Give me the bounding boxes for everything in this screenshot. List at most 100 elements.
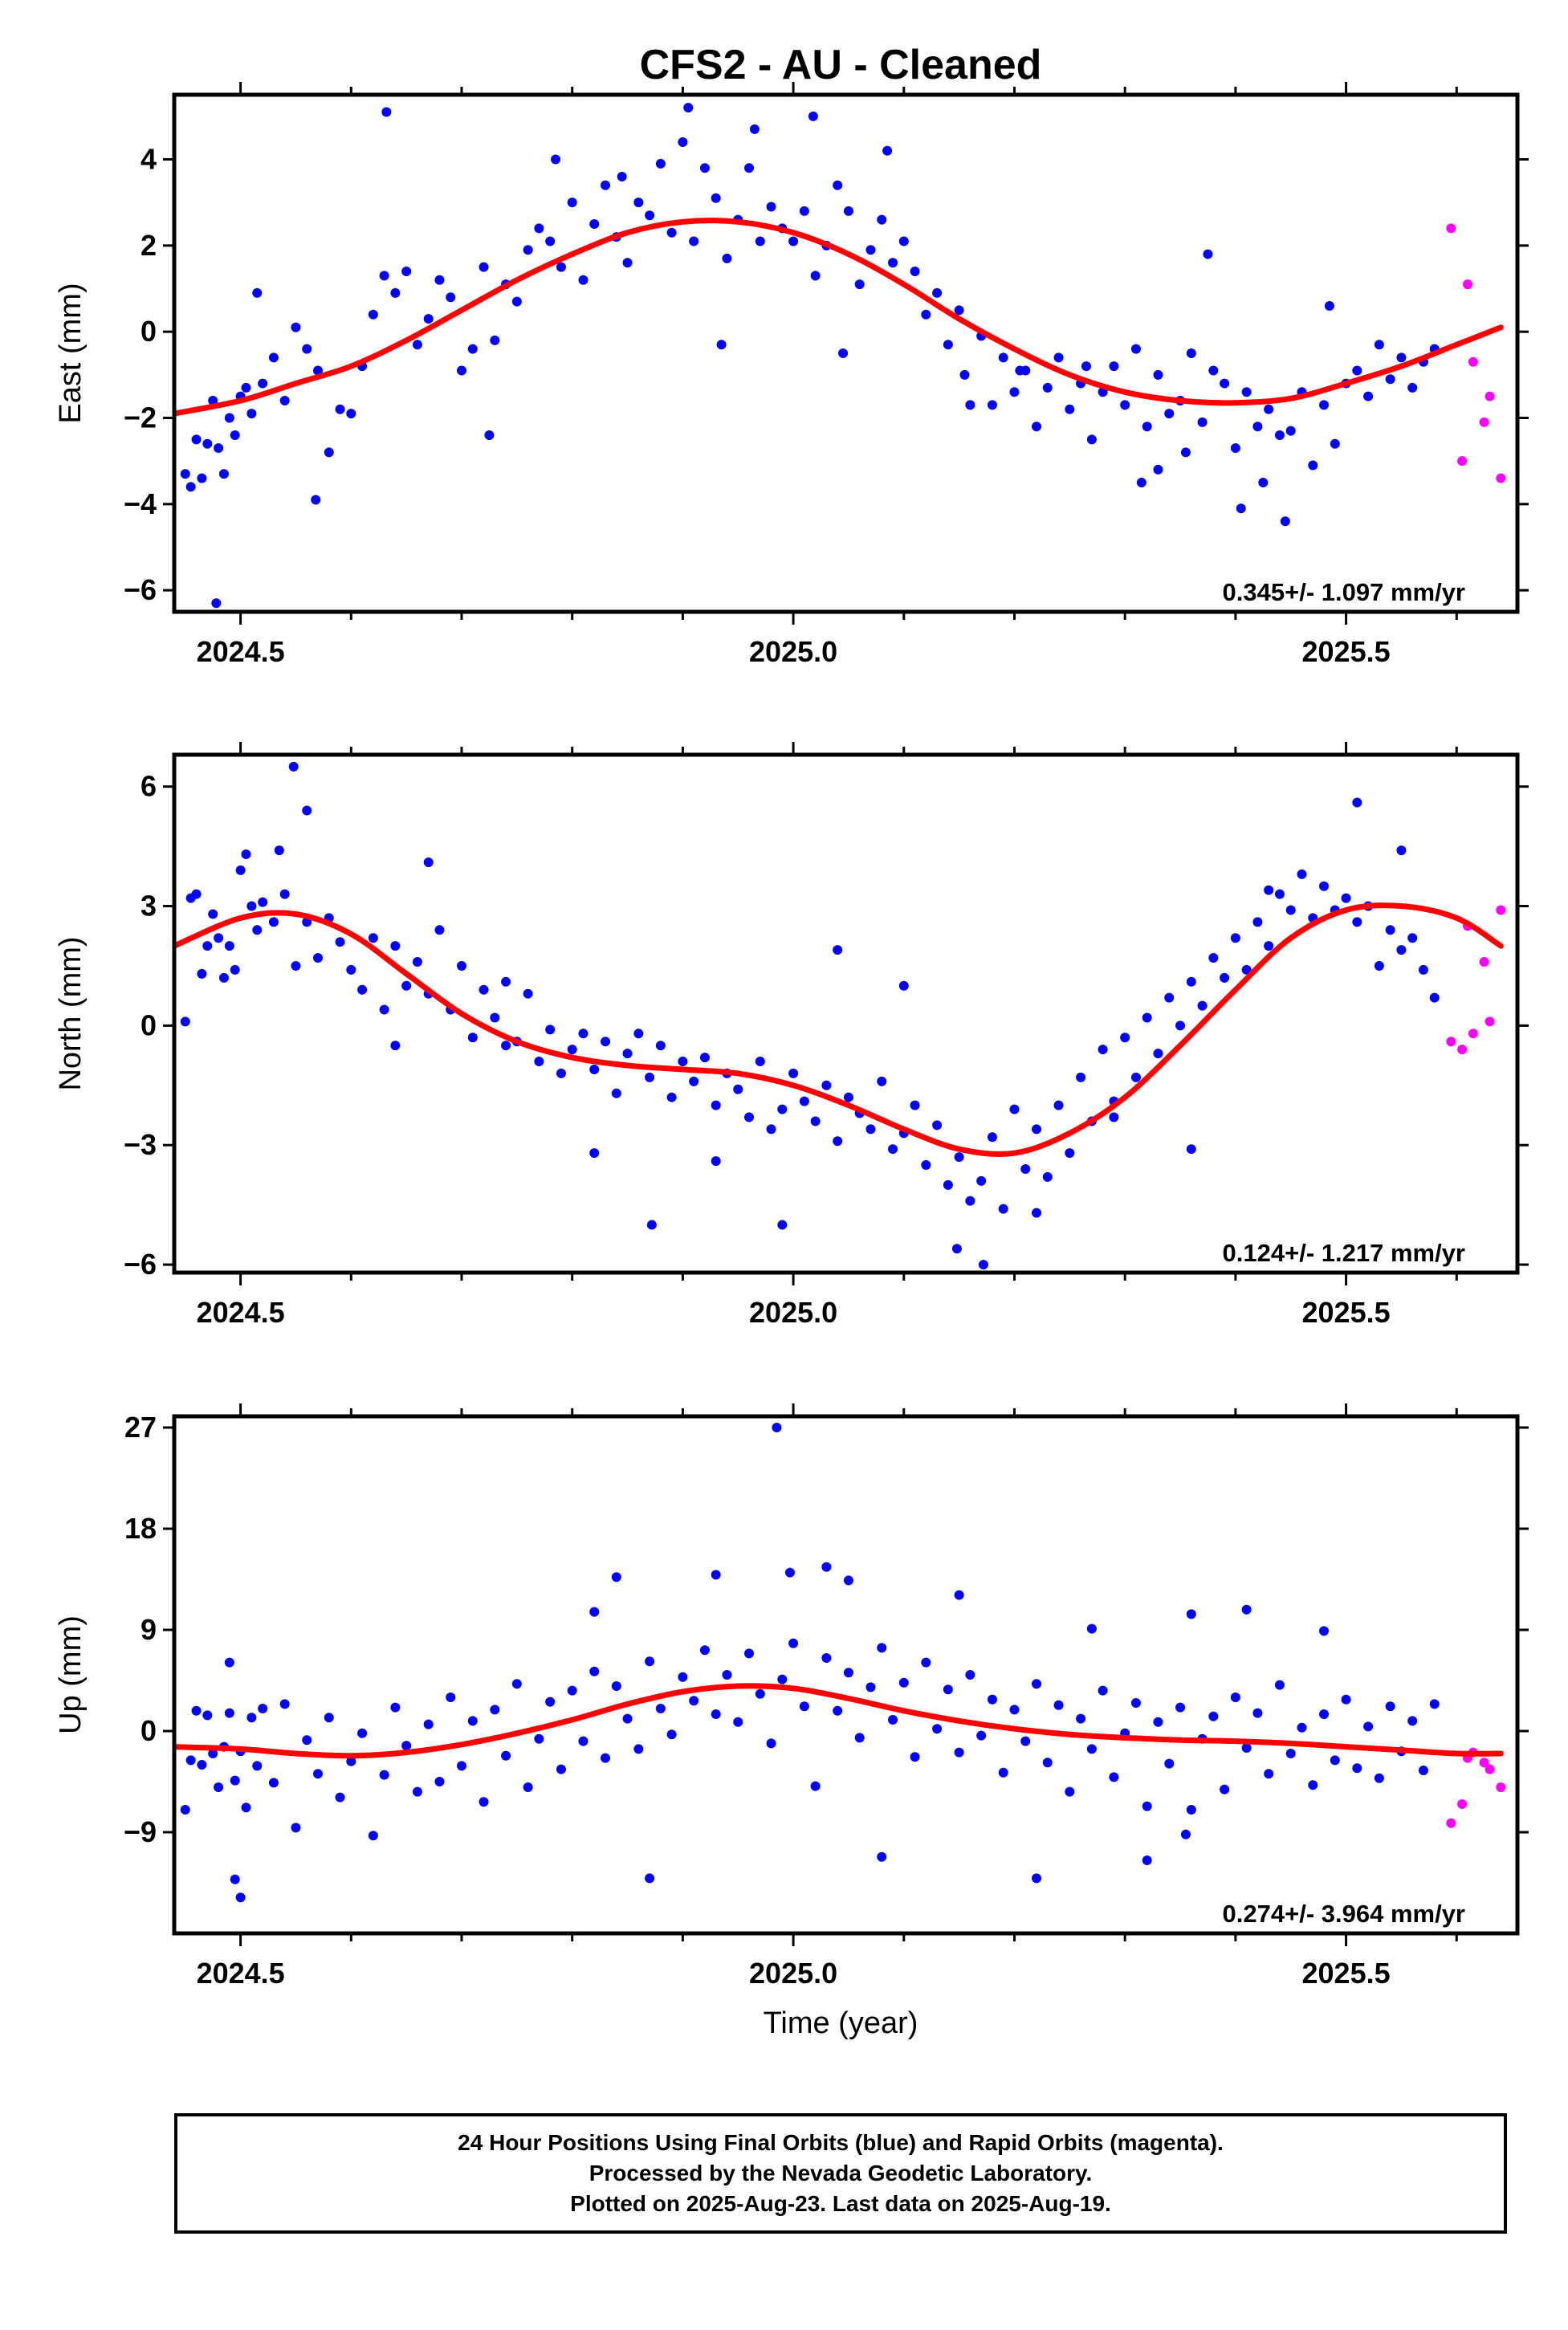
final-orbit-point: [865, 1124, 876, 1134]
final-orbit-point: [1142, 422, 1152, 432]
rapid-orbit-point: [1446, 1037, 1456, 1047]
final-orbit-point: [699, 1053, 710, 1063]
final-orbit-point: [302, 805, 312, 816]
final-orbit-point: [965, 1670, 975, 1680]
final-orbit-point: [311, 495, 321, 505]
x-tick-label: 2024.5: [197, 1296, 285, 1329]
final-orbit-point: [1264, 885, 1274, 895]
plot-frame: [172, 752, 1520, 1275]
final-orbit-point: [1208, 365, 1219, 376]
final-orbit-point: [683, 103, 694, 113]
final-orbit-point: [711, 193, 721, 203]
final-orbit-point: [1396, 352, 1407, 363]
y-tick-label: 6: [141, 770, 157, 803]
y-axis-label: East (mm): [54, 283, 88, 423]
y-tick-label: 3: [141, 890, 157, 923]
final-orbit-point: [1020, 1164, 1031, 1174]
final-orbit-point: [346, 1756, 356, 1766]
final-orbit-point: [268, 352, 279, 363]
final-orbit-point: [777, 1104, 788, 1114]
final-orbit-point: [434, 925, 445, 935]
final-orbit-point: [1308, 1780, 1318, 1790]
final-orbit-point: [689, 236, 699, 246]
final-orbit-point: [235, 865, 246, 875]
final-orbit-point: [191, 434, 202, 445]
final-orbit-point: [258, 1704, 268, 1713]
final-orbit-point: [1065, 1786, 1075, 1797]
final-orbit-point: [1274, 889, 1285, 899]
final-orbit-point: [808, 111, 818, 121]
final-orbit-point: [1258, 478, 1269, 487]
final-orbit-point: [446, 1693, 456, 1702]
final-orbit-point: [1042, 382, 1053, 393]
final-orbit-point: [1241, 1604, 1252, 1615]
panel-1: 2024.5 2025.0 2025.5 4 2 0 −2 −4 −6 East (mm) 0.34…: [54, 82, 1529, 668]
final-orbit-point: [1032, 1124, 1042, 1134]
final-orbit-point: [1407, 382, 1418, 393]
final-orbit-point: [218, 972, 229, 983]
plot-area: [174, 103, 1506, 609]
final-orbit-point: [1429, 1699, 1440, 1709]
y-tick-label: 9: [141, 1613, 157, 1646]
final-orbit-point: [838, 348, 849, 358]
final-orbit-point: [622, 1049, 633, 1059]
final-orbit-point: [1241, 964, 1252, 975]
final-orbit-point: [346, 964, 356, 975]
final-orbit-point: [645, 1873, 655, 1884]
final-orbit-point: [381, 107, 392, 117]
final-orbit-point: [755, 1688, 765, 1699]
final-orbit-point: [214, 933, 224, 943]
final-orbit-point: [1153, 464, 1163, 475]
y-tick-label: −6: [124, 1248, 157, 1281]
final-orbit-point: [678, 137, 688, 148]
final-orbit-point: [1264, 404, 1274, 414]
final-orbit-point: [932, 287, 943, 298]
final-orbit-point: [423, 314, 434, 324]
y-tick-label: 18: [124, 1512, 157, 1545]
final-orbit-point: [1341, 893, 1351, 903]
final-orbit-point: [744, 1648, 755, 1659]
final-orbit-point: [833, 1136, 843, 1147]
final-orbit-point: [1396, 845, 1407, 856]
final-orbit-point: [1109, 1112, 1119, 1122]
chart-title: CFS2 - AU - Cleaned: [640, 42, 1042, 88]
final-orbit-point: [1208, 953, 1219, 963]
final-orbit-point: [1252, 917, 1263, 927]
final-orbit-point: [258, 378, 268, 389]
final-orbit-point: [490, 335, 500, 345]
final-orbit-point: [1164, 1758, 1175, 1769]
final-orbit-point: [810, 271, 821, 281]
final-orbit-point: [1407, 1716, 1418, 1726]
final-orbit-point: [633, 1744, 644, 1754]
final-orbit-point: [368, 309, 378, 320]
final-orbit-point: [777, 1220, 788, 1230]
final-orbit-point: [434, 1777, 445, 1786]
final-orbit-point: [1186, 348, 1196, 358]
final-orbit-point: [611, 1572, 621, 1583]
y-tick-label: −4: [124, 487, 157, 520]
rapid-orbit-point: [1496, 905, 1506, 915]
final-orbit-point: [224, 1708, 234, 1718]
final-orbit-point: [545, 236, 556, 246]
final-orbit-point: [567, 1685, 577, 1696]
final-orbit-point: [843, 206, 853, 216]
y-tick-label: 0: [141, 1008, 157, 1041]
final-orbit-point: [208, 396, 218, 406]
final-orbit-point: [744, 1112, 755, 1122]
final-orbit-point: [888, 1144, 898, 1155]
y-tick-label: −9: [124, 1815, 157, 1848]
final-orbit-point: [246, 901, 257, 911]
final-orbit-point: [490, 1705, 500, 1715]
final-orbit-point: [1352, 1763, 1362, 1774]
final-orbit-point: [1086, 1744, 1097, 1754]
fit-curve-line: [174, 902, 1504, 1157]
x-tick-label: 2025.0: [749, 1296, 837, 1329]
final-orbit-point: [888, 258, 898, 268]
panel-3: 2024.5 2025.0 2025.5 27 18 9 0 −9 Up (mm) 0.274+/…: [54, 1403, 1529, 1990]
final-orbit-point: [1175, 1702, 1186, 1713]
final-orbit-point: [898, 980, 909, 991]
final-orbit-point: [479, 1797, 489, 1807]
final-orbit-point: [1241, 387, 1252, 397]
